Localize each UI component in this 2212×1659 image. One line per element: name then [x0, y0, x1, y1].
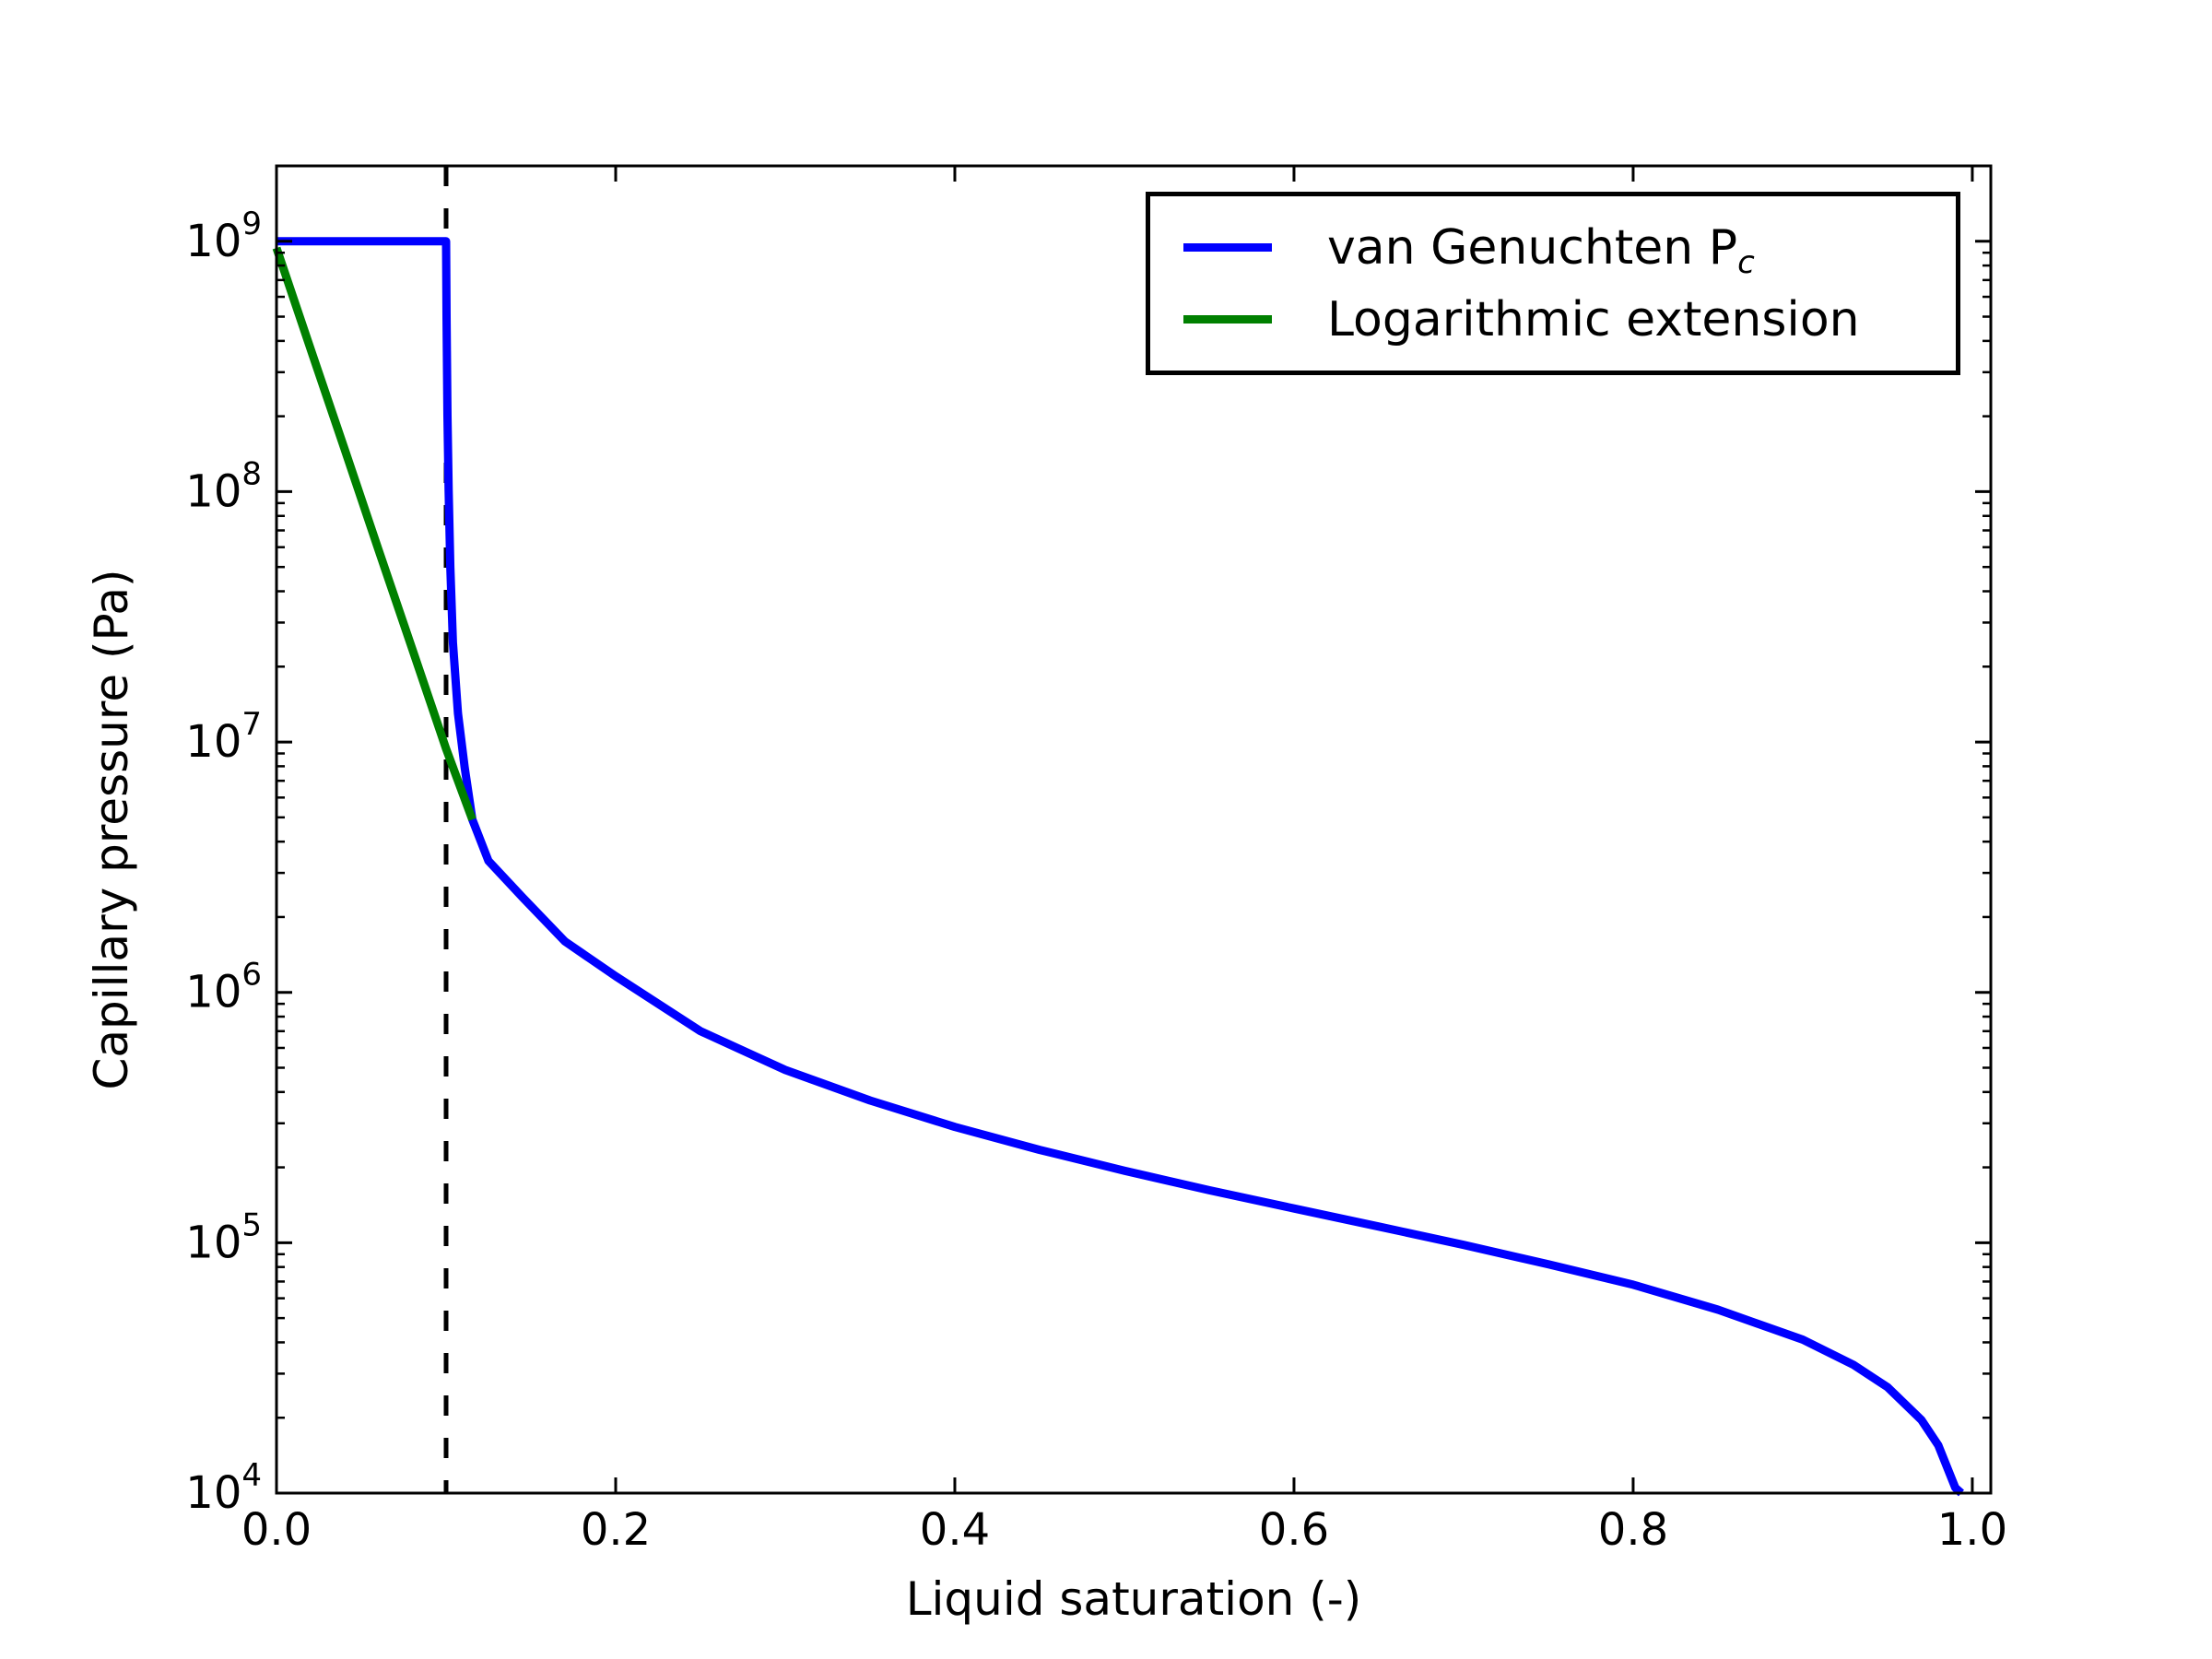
series-line-log-extension — [272, 246, 477, 821]
legend-line-swatch-green — [1183, 315, 1272, 324]
data-series — [272, 237, 1964, 1497]
axis-tick-labels: 0.0 0.2 0.4 0.6 0.8 1.0 104 105 106 107 108 109 — [185, 206, 2007, 1556]
x-tick-label: 0.8 — [1598, 1504, 1668, 1556]
y-tick-label: 104 — [185, 1457, 262, 1519]
x-axis-label: Liquid saturation (-) — [906, 1572, 1362, 1626]
axes-spines — [275, 164, 1993, 1495]
legend-entry-log-extension: Logarithmic extension — [1183, 296, 1956, 344]
x-tick-label: 0.6 — [1259, 1504, 1329, 1556]
y-tick-label: 109 — [185, 206, 262, 267]
y-axis-label: Capillary pressure (Pa) — [85, 569, 138, 1089]
legend-label-van-genuchten: van Genuchten Pc — [1327, 219, 1755, 281]
y-tick-label: 108 — [185, 455, 262, 517]
legend-line-swatch-blue — [1183, 243, 1272, 252]
x-tick-label: 0.2 — [581, 1504, 651, 1556]
y-tick-label: 107 — [185, 706, 262, 768]
x-tick-label: 1.0 — [1937, 1504, 2007, 1556]
series-line-van-genuchten — [276, 237, 1964, 1497]
x-tick-label: 0.0 — [241, 1504, 312, 1556]
plot-border — [275, 164, 1993, 1495]
subscript-c: c — [1737, 243, 1755, 281]
y-tick-label: 105 — [185, 1206, 262, 1268]
axis-ticks — [275, 166, 1991, 1495]
legend-entry-van-genuchten: van Genuchten Pc — [1183, 219, 1956, 281]
x-tick-label: 0.4 — [920, 1504, 990, 1556]
legend-box: van Genuchten Pc Logarithmic extension — [1146, 192, 1960, 375]
legend-label-log-extension: Logarithmic extension — [1327, 291, 1860, 347]
y-tick-label: 106 — [185, 957, 262, 1018]
